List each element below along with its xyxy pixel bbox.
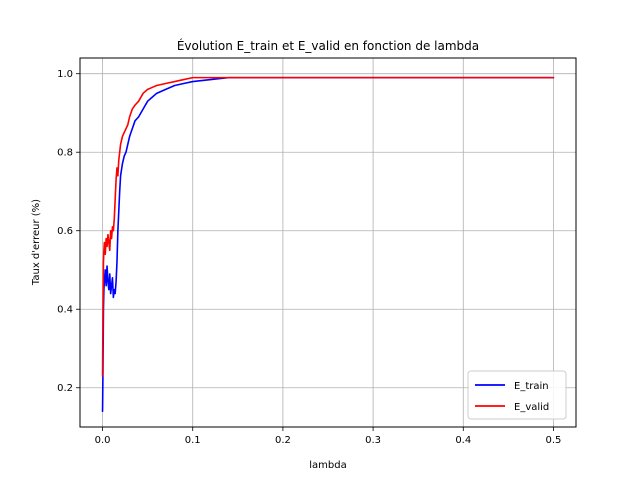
x-axis-label: lambda: [309, 460, 346, 471]
y-tick-label: 0.4: [57, 305, 73, 316]
legend-label-e-valid: E_valid: [514, 402, 549, 413]
x-axis-ticks: 0.0 0.1 0.2 0.3 0.4 0.5: [95, 427, 562, 446]
y-tick-label: 0.8: [57, 148, 73, 159]
legend-label-e-train: E_train: [514, 381, 549, 392]
y-tick-label: 1.0: [57, 69, 73, 80]
series-lines: [101, 76, 555, 413]
x-tick-label: 0.4: [455, 435, 471, 446]
x-tick-label: 0.2: [275, 435, 291, 446]
grid-lines: [80, 58, 576, 427]
plot-area-frame: [79, 57, 577, 428]
x-tick-label: 0.0: [95, 435, 111, 446]
y-tick-label: 0.2: [57, 383, 73, 394]
y-tick-label: 0.6: [57, 226, 73, 237]
y-axis-label: Taux d'erreur (%): [31, 199, 42, 286]
x-tick-label: 0.5: [546, 435, 562, 446]
x-tick-label: 0.1: [185, 435, 201, 446]
x-tick-label: 0.3: [365, 435, 381, 446]
chart-title: Évolution E_train et E_valid en fonction…: [177, 38, 479, 53]
legend-box: [467, 370, 567, 420]
series-line-e-valid: [101, 76, 555, 377]
y-axis-ticks: 0.2 0.4 0.6 0.8 1.0: [57, 69, 80, 394]
legend: E_train E_valid: [467, 370, 567, 420]
